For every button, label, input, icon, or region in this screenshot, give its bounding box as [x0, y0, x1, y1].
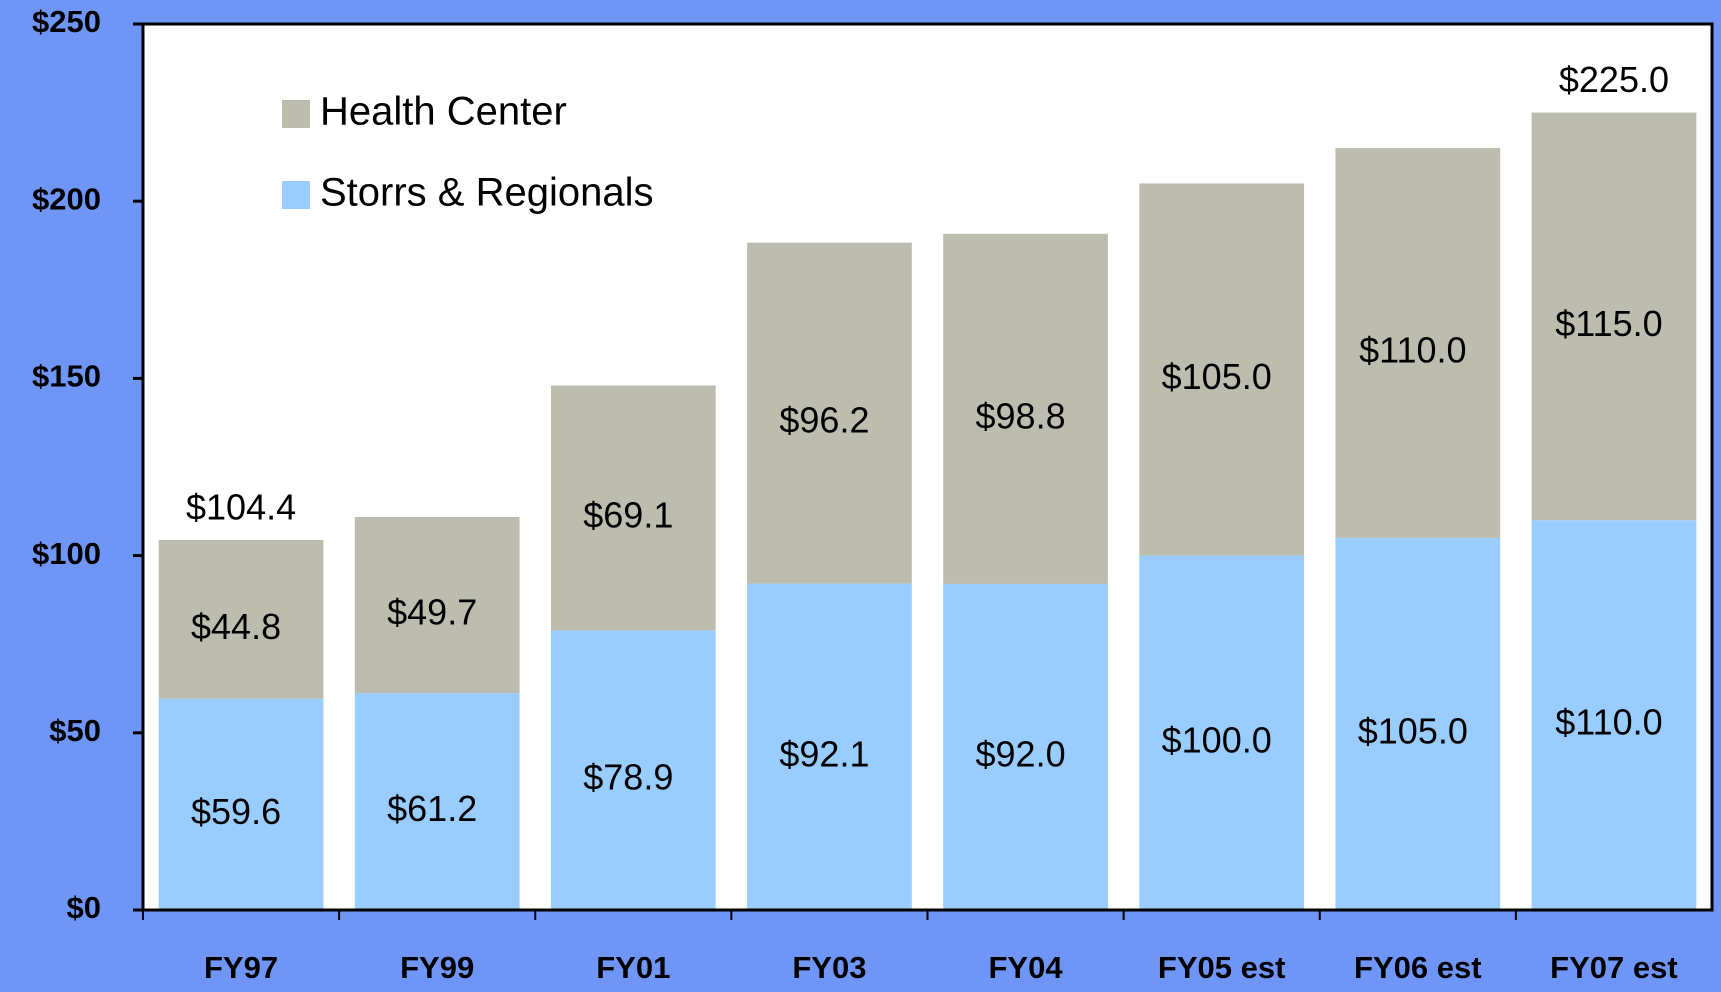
value-label: $115.0 [1555, 303, 1662, 344]
value-label: $92.0 [976, 733, 1066, 774]
x-tick-label: FY06 est [1354, 950, 1482, 985]
legend-label: Health Center [320, 90, 567, 134]
value-label: $44.8 [191, 606, 281, 647]
x-tick-label: FY01 [596, 950, 670, 985]
x-tick-label: FY03 [792, 950, 866, 985]
y-tick-label: $200 [32, 181, 101, 216]
total-label: $104.4 [186, 487, 296, 528]
value-label: $49.7 [387, 592, 477, 633]
value-label: $105.0 [1162, 356, 1272, 397]
legend-swatch [282, 100, 310, 128]
bar-segment [1139, 183, 1305, 556]
value-label: $96.2 [779, 400, 869, 441]
bar-segment [1531, 112, 1697, 521]
bar-segment [1531, 520, 1697, 910]
x-tick-label: FY07 est [1550, 950, 1678, 985]
bar-segment [1335, 148, 1501, 538]
bar-segment [1139, 555, 1305, 910]
value-label: $100.0 [1162, 719, 1272, 760]
y-tick-label: $100 [32, 536, 101, 571]
value-label: $78.9 [583, 757, 673, 798]
bar-segment [158, 540, 324, 699]
value-label: $69.1 [583, 494, 673, 535]
y-tick-label: $150 [32, 359, 101, 394]
x-tick-label: FY99 [400, 950, 474, 985]
x-tick-label: FY97 [204, 950, 278, 985]
total-label: $225.0 [1559, 59, 1669, 100]
bar-segment [747, 242, 912, 584]
value-label: $61.2 [387, 788, 477, 829]
x-tick-label: FY05 est [1158, 950, 1286, 985]
bar-segment [354, 693, 520, 910]
bar-segment [747, 583, 912, 910]
bar-segment [158, 698, 324, 910]
bar-segment [550, 385, 716, 631]
value-label: $105.0 [1358, 710, 1468, 751]
value-label: $110.0 [1555, 702, 1662, 743]
value-label: $92.1 [779, 733, 869, 774]
legend-label: Storrs & Regionals [320, 171, 653, 215]
bar-segment [354, 516, 520, 694]
legend-swatch [282, 181, 310, 209]
value-label: $98.8 [976, 395, 1066, 436]
value-label: $110.0 [1359, 329, 1466, 370]
y-tick-label: $0 [67, 890, 101, 925]
y-tick-label: $250 [32, 4, 101, 39]
y-tick-label: $50 [49, 713, 101, 748]
value-label: $59.6 [191, 791, 281, 832]
bar-segment [943, 233, 1108, 584]
x-tick-label: FY04 [989, 950, 1064, 985]
bar-segment [1335, 537, 1501, 910]
bar-segment [943, 583, 1108, 910]
bar-segment [550, 630, 716, 910]
